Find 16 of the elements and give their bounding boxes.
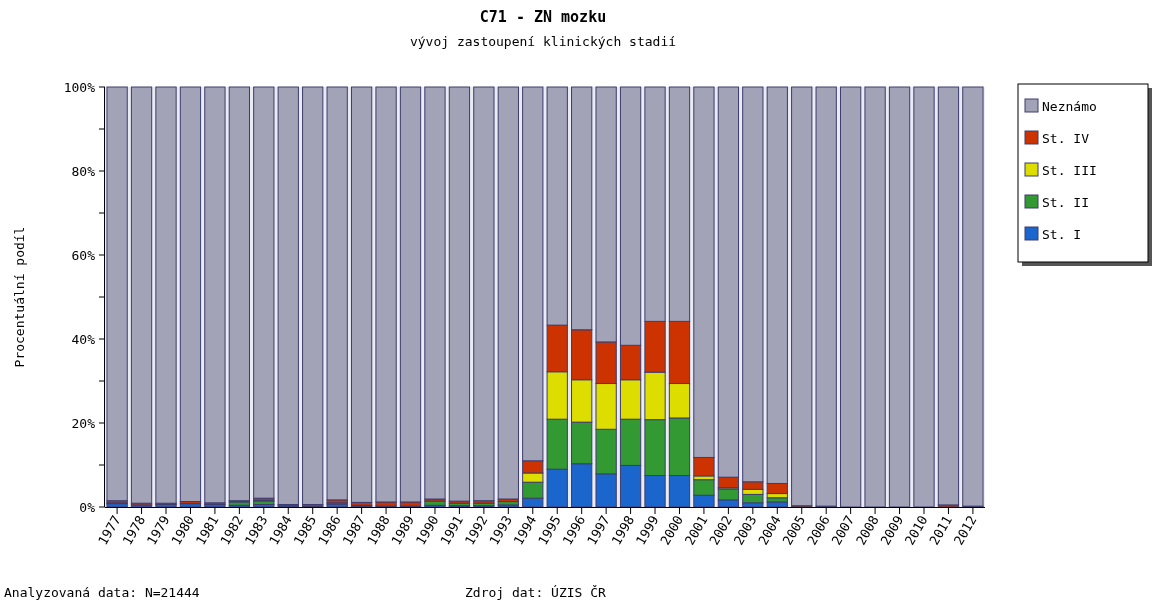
- y-axis-title: Procentuální podíl: [12, 226, 27, 368]
- chart-title: C71 - ZN mozku: [479, 8, 607, 26]
- chart-subtitle: vývoj zastoupení klinických stadií: [409, 34, 677, 49]
- y-tick-label: 20%: [71, 415, 96, 431]
- legend-label: St. IV: [1042, 130, 1090, 146]
- y-tick-label: 40%: [71, 331, 96, 347]
- y-tick-label: 0%: [79, 499, 96, 515]
- y-tick-label: 100%: [63, 79, 96, 95]
- text: Zdroj dat: ÚZIS ČR: [465, 585, 607, 600]
- legend-label: Neznámo: [1042, 98, 1097, 114]
- legend-label: St. II: [1042, 194, 1089, 210]
- y-tick-label: 60%: [71, 247, 96, 263]
- legend-label: St. III: [1042, 162, 1097, 178]
- y-tick-label: 80%: [71, 163, 96, 179]
- text: Analyzovaná data: N=21444: [4, 585, 200, 600]
- legend-label: St. I: [1042, 226, 1082, 242]
